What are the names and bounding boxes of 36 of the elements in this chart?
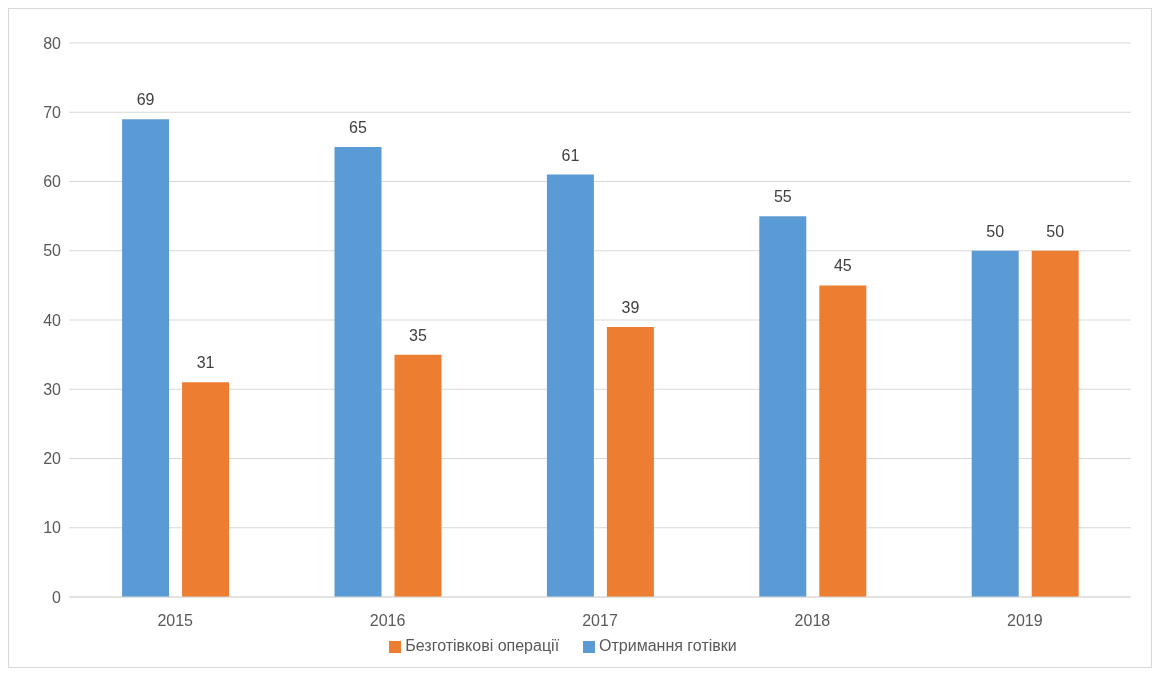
data-label: 35 — [409, 326, 427, 344]
y-tick-label: 0 — [52, 588, 62, 606]
legend-label: Безготівкові операції — [405, 637, 560, 654]
y-tick-label: 40 — [43, 311, 62, 329]
data-label: 31 — [196, 354, 215, 372]
data-label: 39 — [621, 298, 640, 316]
data-label: 45 — [833, 257, 852, 275]
data-label: 61 — [561, 146, 580, 164]
y-tick-label: 80 — [43, 34, 62, 52]
bar — [334, 146, 382, 597]
y-tick-label: 50 — [43, 242, 62, 260]
bar — [546, 174, 594, 597]
bar — [971, 250, 1019, 597]
data-label: 55 — [773, 188, 792, 206]
x-tick-label: 2019 — [1007, 612, 1043, 630]
legend-label: Отримання готівки — [599, 637, 737, 654]
x-tick-label: 2018 — [794, 612, 831, 630]
bar — [759, 216, 807, 597]
x-tick-label: 2017 — [582, 612, 618, 630]
y-tick-label: 60 — [43, 173, 62, 191]
data-label: 69 — [136, 91, 155, 109]
bar — [819, 285, 867, 597]
data-label: 50 — [986, 222, 1005, 240]
bar — [182, 382, 230, 597]
bar — [122, 119, 170, 597]
bar — [394, 354, 442, 597]
y-tick-label: 70 — [43, 103, 62, 121]
y-tick-label: 30 — [43, 380, 62, 398]
bar — [1031, 250, 1079, 597]
data-label: 65 — [349, 118, 367, 136]
bar — [606, 326, 654, 597]
data-label: 50 — [1046, 222, 1065, 240]
x-tick-label: 2015 — [157, 612, 194, 630]
y-tick-label: 20 — [43, 450, 62, 468]
y-tick-label: 10 — [43, 519, 62, 537]
x-tick-label: 2016 — [369, 612, 406, 630]
